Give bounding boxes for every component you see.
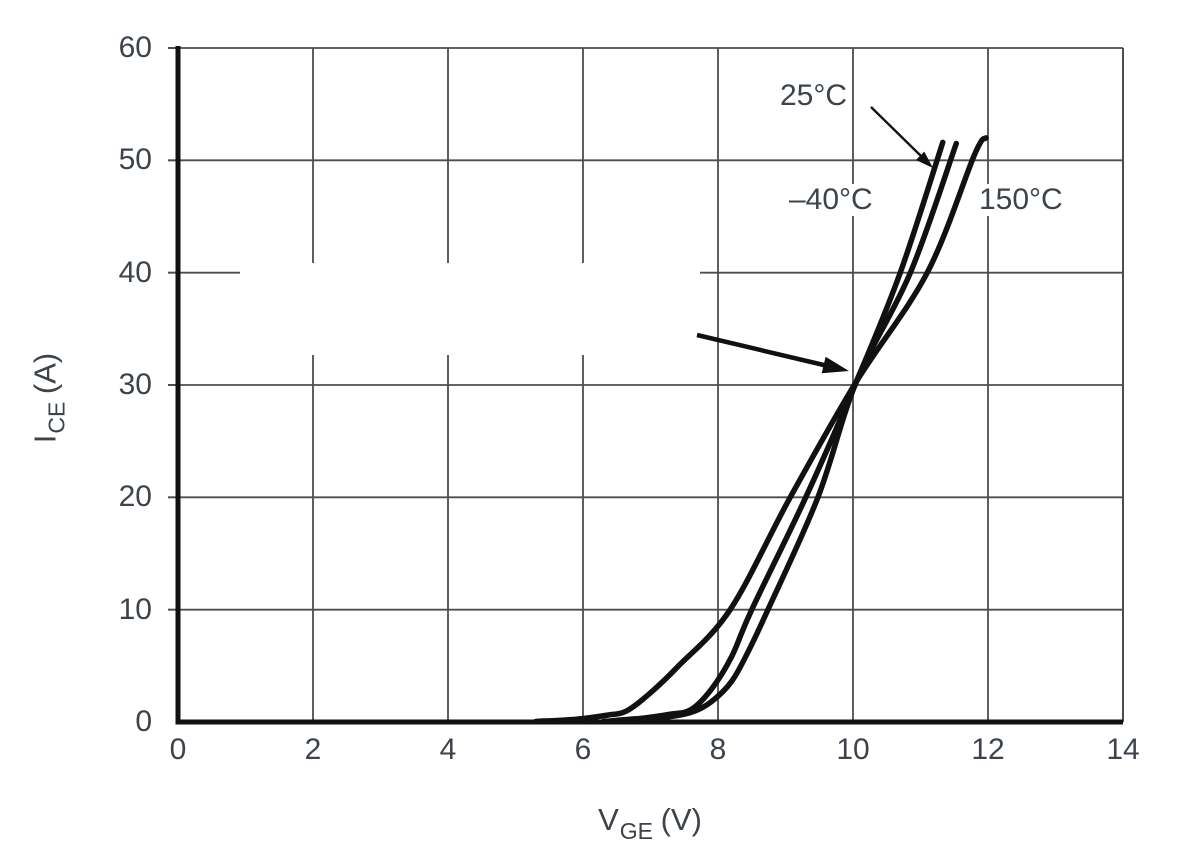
x-tick-label-8: 8 xyxy=(709,733,727,766)
y-tick-label-30: 30 xyxy=(118,368,152,401)
curve-label-minus40c: –40°C xyxy=(786,184,876,216)
y-tick-label-50: 50 xyxy=(118,143,152,177)
curves xyxy=(533,135,989,725)
y-axis-title: ICE (A) xyxy=(27,352,70,444)
curve-label-150c: 150°C xyxy=(976,184,1066,216)
x-axis-symbol: V xyxy=(598,802,619,837)
x-tick-label-4: 4 xyxy=(439,733,457,766)
curve-150c xyxy=(533,135,989,725)
axes xyxy=(175,46,1123,725)
x-axis-title: VGE (V) xyxy=(598,802,702,845)
x-tick-label-0: 0 xyxy=(169,733,187,766)
x-tick-label-2: 2 xyxy=(304,733,322,766)
x-tick-label-14: 14 xyxy=(1106,733,1140,766)
label-leader-shaft xyxy=(870,106,922,157)
y-tick-label-0: 0 xyxy=(135,705,152,738)
label-leader-arrowhead xyxy=(915,151,933,168)
x-axis-subscript: GE xyxy=(619,818,653,845)
crossover-arrow-shaft xyxy=(696,332,829,369)
x-tick-label-12: 12 xyxy=(971,733,1005,766)
y-axis-symbol: I xyxy=(27,434,63,444)
x-axis-unit: (V) xyxy=(651,802,702,837)
crossover-arrowhead xyxy=(821,356,849,374)
y-tick-label-10: 10 xyxy=(118,592,152,626)
y-axis-subscript: CE xyxy=(43,401,70,434)
y-tick-label-20: 20 xyxy=(118,480,152,514)
curve-25c xyxy=(600,139,946,725)
curve--40c xyxy=(620,140,960,725)
y-tick-label-60: 60 xyxy=(118,31,152,64)
annotation-arrows xyxy=(696,106,933,374)
x-tick-label-10: 10 xyxy=(836,733,870,766)
y-tick-label-40: 40 xyxy=(118,255,152,289)
x-tick-label-6: 6 xyxy=(574,733,592,766)
curve-label-25c: 25°C xyxy=(777,80,851,112)
y-axis-unit: (A) xyxy=(27,352,63,403)
